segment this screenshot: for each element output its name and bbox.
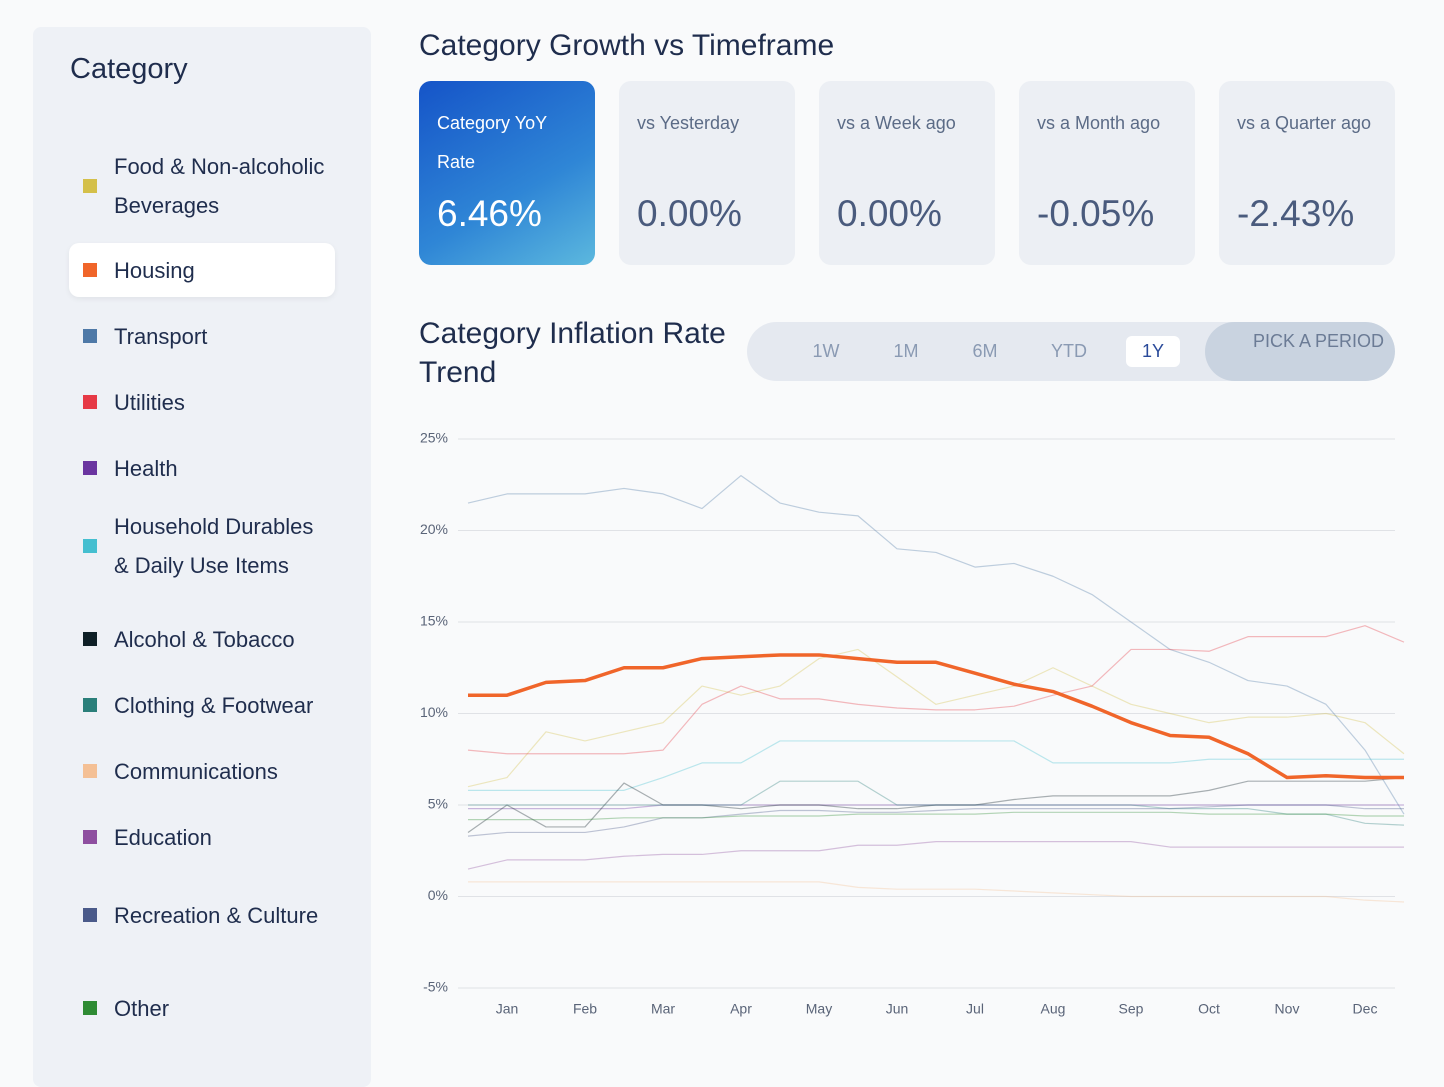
- stat-card: vs a Month ago -0.05%: [1019, 81, 1195, 265]
- period-option[interactable]: 1W: [812, 341, 840, 361]
- legend-label: Education: [114, 824, 212, 850]
- y-tick-label: 5%: [428, 796, 448, 812]
- legend-item[interactable]: Education: [69, 810, 335, 864]
- period-bar: PICK A PERIOD 1W 1M 6M YTD 1Y: [747, 322, 1395, 381]
- legend-label: Housing: [114, 257, 195, 283]
- period-option[interactable]: 6M: [972, 341, 998, 361]
- legend-item[interactable]: Utilities: [69, 375, 335, 429]
- series-line: [467, 804, 1404, 837]
- y-tick-label: 20%: [420, 521, 448, 537]
- x-tick-label: Jul: [966, 1001, 984, 1017]
- legend-swatch: [83, 1001, 97, 1015]
- legend-label: Clothing & Footwear: [114, 692, 314, 718]
- series-line: [467, 475, 1405, 815]
- series-line: [467, 625, 1405, 755]
- legend-label: Alcohol & Tobacco: [114, 626, 295, 652]
- legend-item[interactable]: Other: [69, 981, 335, 1035]
- legend-label: Utilities: [114, 389, 185, 415]
- series-line: [468, 740, 1404, 791]
- legend-swatch: [83, 539, 97, 553]
- legend-swatch: [83, 329, 97, 343]
- legend-label: Recreation & Culture: [114, 902, 319, 928]
- x-tick-label: Jan: [496, 1001, 519, 1017]
- series-line: [468, 653, 1404, 780]
- legend-swatch: [83, 395, 97, 409]
- period-option[interactable]: 1M: [893, 341, 919, 361]
- legend-item[interactable]: Recreation & Culture: [69, 876, 335, 954]
- x-tick-label: Oct: [1198, 1001, 1220, 1017]
- cards-title: Category Growth vs Timeframe: [419, 29, 835, 62]
- y-tick-label: 25%: [420, 430, 448, 446]
- legend-swatch: [83, 263, 97, 277]
- x-tick-label: Jun: [886, 1001, 909, 1017]
- y-tick-label: -5%: [423, 979, 448, 995]
- y-tick-label: 15%: [420, 613, 448, 629]
- x-tick-label: Feb: [573, 1001, 597, 1017]
- chart-title: Category Inflation Rate Trend: [419, 317, 726, 389]
- legend-swatch: [83, 698, 97, 712]
- legend-label: Food & Non-alcoholic Beverages: [114, 154, 325, 218]
- x-tick-label: Dec: [1353, 1001, 1378, 1017]
- chart: -5% 0% 5% 10% 15% 20% 25% Jan Feb Mar Apr May Jun Jul…: [420, 430, 1405, 1017]
- stat-label: vs a Week ago: [837, 113, 956, 133]
- stat-card: vs Yesterday 0.00%: [619, 81, 795, 265]
- stat-label: vs a Month ago: [1037, 113, 1161, 133]
- series-line: [468, 811, 1404, 821]
- sidebar-title: Category: [70, 53, 188, 85]
- legend-item[interactable]: Health: [69, 441, 335, 495]
- legend-swatch: [83, 461, 97, 475]
- series-line: [467, 776, 1405, 833]
- legend-swatch: [83, 179, 97, 193]
- series-line: [468, 780, 1405, 826]
- x-tick-label: May: [806, 1001, 832, 1017]
- legend-item[interactable]: Housing: [69, 243, 335, 297]
- x-tick-label: Mar: [651, 1001, 675, 1017]
- legend-label: Other: [114, 995, 170, 1021]
- legend-swatch: [83, 632, 97, 646]
- stat-value: 6.46%: [437, 193, 542, 234]
- y-tick-label: 10%: [420, 704, 448, 720]
- legend-swatch: [83, 830, 97, 844]
- legend-label: Household Durables & Daily Use Items: [114, 514, 314, 578]
- x-tick-label: Nov: [1275, 1001, 1300, 1017]
- legend-swatch: [83, 908, 97, 922]
- series-line: [468, 881, 1405, 903]
- x-tick-label: Aug: [1041, 1001, 1066, 1017]
- period-option[interactable]: 1Y: [1125, 336, 1181, 367]
- legend-swatch: [83, 764, 97, 778]
- stat-value: 0.00%: [837, 193, 942, 234]
- series-line: [467, 648, 1405, 788]
- legend-item[interactable]: Household Durables & Daily Use Items: [69, 507, 335, 585]
- legend-item[interactable]: Clothing & Footwear: [69, 678, 335, 732]
- sidebar: Category Food & Non-alcoholic Beverages H…: [33, 27, 371, 1087]
- legend-item[interactable]: Food & Non-alcoholic Beverages: [69, 147, 335, 225]
- legend-label: Health: [114, 455, 178, 481]
- x-tick-label: Apr: [730, 1001, 752, 1017]
- legend-item[interactable]: Alcohol & Tobacco: [69, 612, 335, 666]
- period-option[interactable]: YTD: [1051, 341, 1087, 361]
- legend-item[interactable]: Transport: [69, 309, 335, 363]
- pick-period[interactable]: PICK A PERIOD: [1205, 322, 1395, 381]
- stat-label: Category YoY Rate: [437, 113, 547, 172]
- stat-label: vs Yesterday: [637, 113, 740, 133]
- stat-label: vs a Quarter ago: [1237, 113, 1372, 133]
- stat-value: -0.05%: [1037, 193, 1155, 234]
- series-line: [468, 804, 1404, 810]
- stat-value: 0.00%: [637, 193, 742, 234]
- series-line: [467, 841, 1404, 870]
- x-tick-label: Sep: [1119, 1001, 1144, 1017]
- y-tick-label: 0%: [428, 887, 448, 903]
- legend-label: Transport: [114, 323, 208, 349]
- stat-card: vs a Week ago 0.00%: [819, 81, 995, 265]
- stat-value: -2.43%: [1237, 193, 1355, 234]
- legend-item[interactable]: Communications: [69, 744, 335, 798]
- legend-label: Communications: [114, 758, 278, 784]
- stat-card: vs a Quarter ago -2.43%: [1219, 81, 1395, 265]
- page: Category Food & Non-alcoholic Beverages H…: [33, 27, 1405, 1087]
- stat-card: Category YoY Rate 6.46%: [419, 81, 595, 265]
